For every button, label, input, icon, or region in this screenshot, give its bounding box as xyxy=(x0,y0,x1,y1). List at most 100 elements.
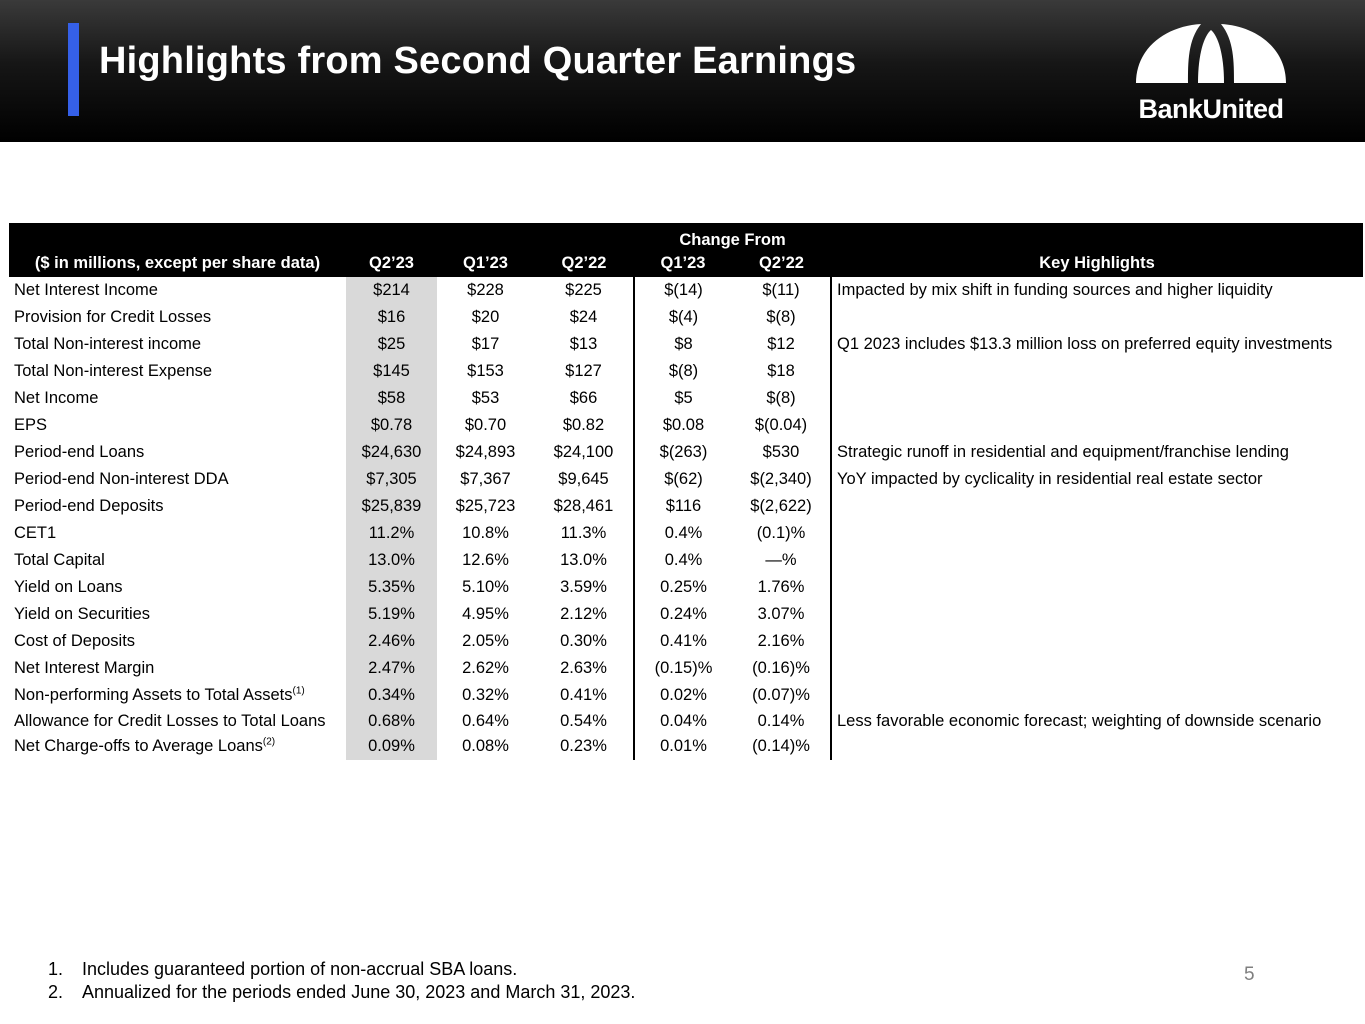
table-row: Net Charge-offs to Average Loans(2) 0.09%… xyxy=(9,733,1363,760)
cell-change-q2-22: $(0.04) xyxy=(732,412,832,439)
cell-change-q2-22: (0.1)% xyxy=(732,520,832,547)
row-label: Net Income xyxy=(14,389,99,407)
cell-key-highlight xyxy=(831,574,1363,601)
cell-change-q1-23: 0.4% xyxy=(664,524,703,542)
cell-q2-22: 2.63% xyxy=(534,655,635,682)
arch-logo-icon xyxy=(1136,24,1286,83)
bankunited-logo: BankUnited xyxy=(1134,22,1288,126)
cell-change-q1-23: $(4) xyxy=(668,308,699,326)
row-label: Non-performing Assets to Total Assets(1) xyxy=(14,685,305,704)
cell-change-q2-22: 1.76% xyxy=(732,574,832,601)
cell-q1-23: $17 xyxy=(471,335,500,353)
cell-q2-23: 0.68% xyxy=(346,709,437,733)
cell-change-q2-22: $(8) xyxy=(732,304,832,331)
cell-change-q1-23: $5 xyxy=(674,389,693,407)
cell-key-highlight xyxy=(831,682,1363,709)
cell-change-q2-22: —% xyxy=(732,547,832,574)
row-label: EPS xyxy=(14,416,48,434)
footnote: 2. Annualized for the periods ended June … xyxy=(48,982,636,1002)
cell-change-q2-22: (0.16)% xyxy=(732,655,832,682)
row-label: Net Interest Income xyxy=(14,281,158,299)
cell-q1-23: $20 xyxy=(471,308,500,326)
cell-q2-23: 0.34% xyxy=(346,682,437,709)
cell-change-q1-23: 0.41% xyxy=(660,632,707,650)
cell-q1-23: $0.70 xyxy=(464,416,507,434)
cell-key-highlight xyxy=(831,493,1363,520)
cell-q2-22: 13.0% xyxy=(534,547,635,574)
table-row: Total Non-interest Expense $145 $153 $127 $(… xyxy=(9,358,1363,385)
cell-q2-22: $28,461 xyxy=(534,493,635,520)
row-label: Provision for Credit Losses xyxy=(14,308,212,326)
column-header-key-highlights: Key Highlights xyxy=(831,250,1363,277)
cell-change-q2-22: 0.14% xyxy=(732,709,832,733)
cell-q2-22: $66 xyxy=(534,385,635,412)
cell-q2-22: $225 xyxy=(534,277,635,304)
cell-q2-23: $25 xyxy=(346,331,437,358)
cell-q2-23: $24,630 xyxy=(346,439,437,466)
row-label: Total Non-interest income xyxy=(14,335,202,353)
row-label: Period-end Loans xyxy=(14,443,145,461)
cell-key-highlight xyxy=(831,412,1363,439)
cell-q2-22: $0.82 xyxy=(534,412,635,439)
table-row: EPS $0.78 $0.70 $0.82 $0.08 $(0.04) xyxy=(9,412,1363,439)
cell-key-highlight: Strategic runoff in residential and equi… xyxy=(837,443,1289,461)
cell-q2-22: $24,100 xyxy=(534,439,635,466)
cell-change-q2-22: $530 xyxy=(732,439,832,466)
row-label: Cost of Deposits xyxy=(14,632,136,650)
cell-q1-23: 2.05% xyxy=(462,632,509,650)
table-row: Allowance for Credit Losses to Total Loa… xyxy=(9,709,1363,733)
row-label: Period-end Non-interest DDA xyxy=(14,470,229,488)
cell-q1-23: 10.8% xyxy=(462,524,509,542)
cell-key-highlight: YoY impacted by cyclicality in residenti… xyxy=(837,470,1263,488)
cell-q2-23: 5.35% xyxy=(346,574,437,601)
table-header-row-2: ($ in millions, except per share data) Q… xyxy=(9,250,1363,277)
cell-change-q2-22: $(2,622) xyxy=(732,493,832,520)
table-row: Non-performing Assets to Total Assets(1)… xyxy=(9,682,1363,709)
cell-q2-23: 2.46% xyxy=(346,628,437,655)
cell-change-q2-22: $18 xyxy=(732,358,832,385)
cell-change-q1-23: 0.01% xyxy=(660,737,707,755)
row-label: Allowance for Credit Losses to Total Loa… xyxy=(14,711,326,730)
footnotes: 1. Includes guaranteed portion of non-acc… xyxy=(48,958,635,1004)
table-row: Yield on Securities 5.19% 4.95% 2.12% 0.24% 3… xyxy=(9,601,1363,628)
column-header-q1-23: Q1’23 xyxy=(437,250,534,277)
cell-q2-22: $127 xyxy=(534,358,635,385)
page-title: Highlights from Second Quarter Earnings xyxy=(99,40,857,82)
cell-change-q2-22: 2.16% xyxy=(732,628,832,655)
cell-q2-23: 13.0% xyxy=(346,547,437,574)
row-label: CET1 xyxy=(14,524,57,542)
cell-q1-23: 5.10% xyxy=(462,578,509,596)
cell-change-q1-23: 0.4% xyxy=(664,551,703,569)
cell-q1-23: $228 xyxy=(467,281,504,299)
table-row: Period-end Deposits $25,839 $25,723 $28,461… xyxy=(9,493,1363,520)
cell-change-q2-22: $(8) xyxy=(732,385,832,412)
cell-q1-23: 4.95% xyxy=(462,605,509,623)
cell-q2-23: $214 xyxy=(346,277,437,304)
cell-q2-23: $0.78 xyxy=(346,412,437,439)
row-label: Period-end Deposits xyxy=(14,497,164,515)
cell-key-highlight xyxy=(831,385,1363,412)
cell-change-q2-22: $(11) xyxy=(732,277,832,304)
cell-change-q1-23: $(14) xyxy=(664,281,703,299)
cell-key-highlight: Less favorable economic forecast; weight… xyxy=(837,711,1322,730)
table-row: Yield on Loans 5.35% 5.10% 3.59% 0.25% 1.76% xyxy=(9,574,1363,601)
cell-q1-23: $25,723 xyxy=(455,497,516,515)
cell-change-q2-22: $(2,340) xyxy=(732,466,832,493)
cell-change-q1-23: 0.02% xyxy=(660,686,707,704)
column-header-change-q1-23: Q1’23 xyxy=(634,250,732,277)
cell-change-q1-23: 0.04% xyxy=(660,711,707,730)
cell-key-highlight xyxy=(831,601,1363,628)
table-row: Cost of Deposits 2.46% 2.05% 0.30% 0.41% 2.16… xyxy=(9,628,1363,655)
cell-q2-22: 0.54% xyxy=(534,709,635,733)
cell-key-highlight xyxy=(831,655,1363,682)
cell-change-q2-22: 3.07% xyxy=(732,601,832,628)
cell-change-q2-22: $12 xyxy=(732,331,832,358)
earnings-table: Change From ($ in millions, except per s… xyxy=(9,223,1363,760)
cell-q1-23: $7,367 xyxy=(460,470,511,488)
cell-q2-22: $13 xyxy=(534,331,635,358)
cell-key-highlight xyxy=(831,358,1363,385)
cell-change-q1-23: $0.08 xyxy=(662,416,705,434)
cell-q2-23: 2.47% xyxy=(346,655,437,682)
cell-q1-23: 0.32% xyxy=(462,686,509,704)
footnote-marker: (1) xyxy=(292,685,305,697)
